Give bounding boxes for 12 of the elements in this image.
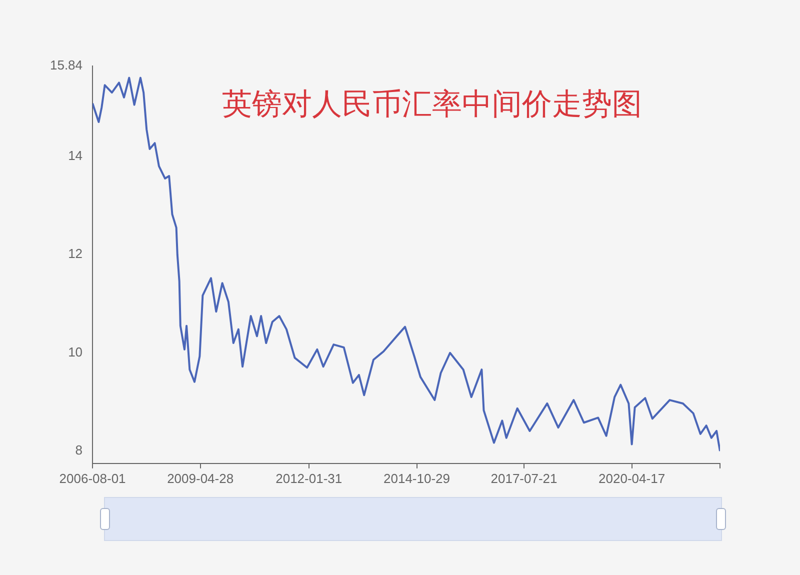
y-tick-label: 12 — [68, 246, 83, 262]
text: 英镑对人民币汇率中间价走势图 — [222, 86, 642, 124]
x-tick-label: 2020-04-17 — [598, 470, 666, 486]
x-tick-label: 2009-04-28 — [167, 470, 234, 486]
x-tick-label: 2012-01-31 — [276, 470, 342, 486]
x-tick-label: 2014-10-29 — [384, 470, 450, 486]
y-tick-label: 14 — [68, 148, 83, 163]
y-tick-label: 8 — [75, 442, 83, 458]
y-tick-label: 10 — [68, 344, 83, 360]
y-tick-label: 15.84 — [50, 58, 83, 73]
x-tick-label: 2017-07-21 — [490, 470, 558, 486]
x-tick-label: 2006-08-01 — [59, 470, 126, 486]
